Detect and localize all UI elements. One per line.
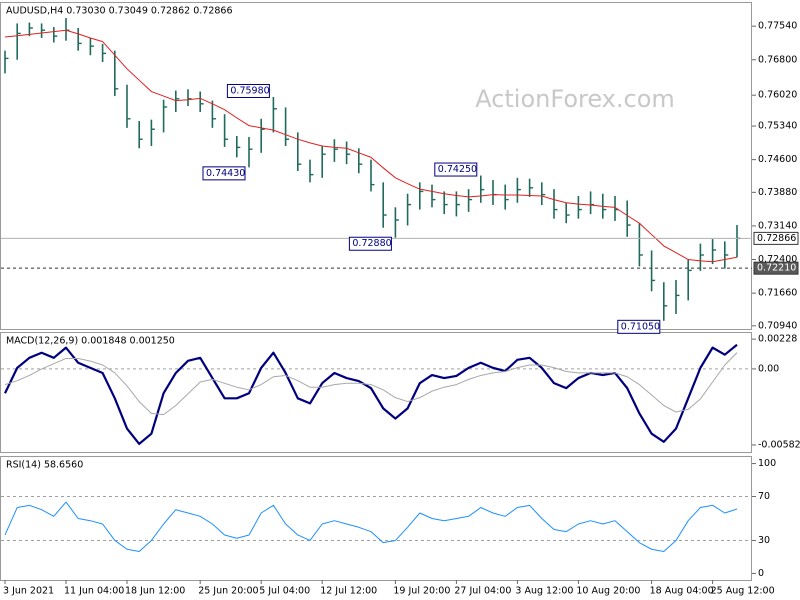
rsi-panel bbox=[0, 456, 752, 581]
annotation-box bbox=[617, 319, 661, 334]
x-tick-label: 3 Jun 2021 bbox=[3, 586, 54, 597]
y-tick-label: 100 bbox=[758, 458, 776, 469]
annotation-label: 0.75980 bbox=[230, 85, 269, 96]
moving-average bbox=[4, 29, 738, 263]
macd-title: MACD(12,26,9) 0.001848 0.001250 bbox=[6, 336, 175, 347]
y-tick-label: 0.72400 bbox=[758, 254, 797, 265]
indicator-line bbox=[4, 501, 738, 552]
price-title: AUDUSD,H4 0.73030 0.73049 0.72862 0.7286… bbox=[6, 6, 233, 17]
y-tick-label: 0.77540 bbox=[758, 21, 797, 32]
x-tick-label: 11 Jun 04:00 bbox=[64, 586, 124, 597]
y-tick-label: 0.71660 bbox=[758, 288, 797, 299]
annotation-label: 0.72880 bbox=[352, 238, 391, 249]
annotation-box bbox=[434, 162, 478, 177]
x-tick-label: 25 Jun 20:00 bbox=[198, 586, 258, 597]
x-tick-label: 10 Aug 20:00 bbox=[576, 586, 640, 597]
price-label: 0.72866 bbox=[757, 233, 796, 244]
rsi-title: RSI(14) 58.6560 bbox=[6, 460, 83, 471]
y-tick-label: -0.005822 bbox=[758, 439, 800, 450]
price-label-box bbox=[753, 261, 799, 275]
y-tick-label: 0.76020 bbox=[758, 90, 797, 101]
y-tick-label: 0.76800 bbox=[758, 54, 797, 65]
y-tick-label: 0.75340 bbox=[758, 121, 797, 132]
x-tick-label: 27 Jul 04:00 bbox=[454, 586, 511, 597]
x-tick-label: 18 Aug 04:00 bbox=[650, 586, 714, 597]
y-tick-label: 0.00 bbox=[758, 363, 779, 374]
annotation-label: 0.71050 bbox=[621, 321, 660, 332]
price-label: 0.72210 bbox=[757, 263, 796, 274]
x-tick-label: 19 Jul 20:00 bbox=[393, 586, 450, 597]
annotation-box bbox=[202, 166, 246, 181]
y-tick-label: 0.73880 bbox=[758, 187, 797, 198]
price-label-box bbox=[753, 231, 799, 245]
x-tick-label: 12 Jul 12:00 bbox=[320, 586, 377, 597]
y-tick-label: 0.73140 bbox=[758, 220, 797, 231]
y-tick-label: 0 bbox=[758, 568, 764, 579]
annotation-label: 0.74430 bbox=[206, 168, 245, 179]
price-panel bbox=[0, 2, 752, 330]
watermark: ActionForex.com bbox=[475, 85, 675, 113]
annotation-label: 0.74250 bbox=[438, 164, 477, 175]
x-tick-label: 5 Jul 04:00 bbox=[259, 586, 310, 597]
x-tick-label: 25 Aug 12:00 bbox=[711, 586, 775, 597]
y-tick-label: 0.00228 bbox=[758, 334, 797, 345]
annotation-box bbox=[226, 83, 270, 98]
indicator-line bbox=[4, 352, 738, 416]
x-tick-label: 18 Jun 12:00 bbox=[125, 586, 185, 597]
y-tick-label: 30 bbox=[758, 535, 770, 546]
x-tick-label: 3 Aug 12:00 bbox=[515, 586, 573, 597]
annotation-box bbox=[348, 236, 392, 251]
y-tick-label: 0.70940 bbox=[758, 320, 797, 331]
macd-panel bbox=[0, 332, 752, 453]
y-tick-label: 70 bbox=[758, 491, 770, 502]
y-tick-label: 0.74600 bbox=[758, 154, 797, 165]
